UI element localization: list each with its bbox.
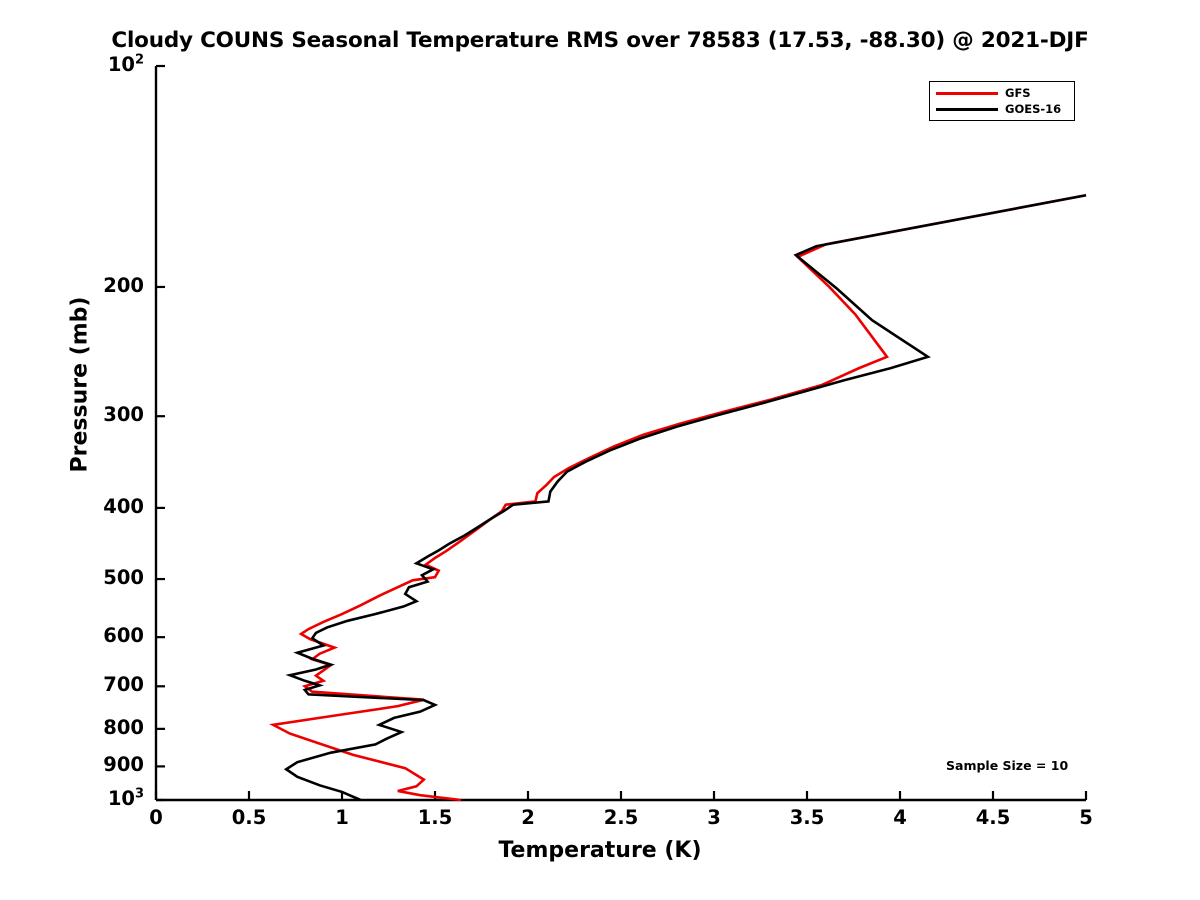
legend-label-goes16: GOES-16 [1005, 102, 1062, 116]
y-tick-label: 102 [107, 52, 144, 76]
x-tick-label: 2 [521, 806, 535, 829]
legend[interactable]: GFS GOES-16 [929, 81, 1075, 121]
x-tick-label: 0 [149, 806, 163, 829]
page-title: Cloudy COUNS Seasonal Temperature RMS ov… [111, 28, 1089, 53]
y-tick-label: 500 [103, 566, 144, 590]
legend-color-swatch-gfs [936, 91, 998, 95]
x-tick-label: 4.5 [975, 806, 1011, 829]
y-tick-label: 103 [107, 786, 144, 810]
data-line-gfs [269, 193, 1087, 802]
y-tick-label: 900 [103, 753, 144, 777]
legend-item-gfs[interactable]: GFS [930, 85, 1074, 101]
x-tick-label: 1 [335, 806, 349, 829]
y-tick-label: 400 [103, 494, 144, 518]
y-axis-ticks [156, 64, 165, 802]
x-tick-label: 2.5 [603, 806, 639, 829]
x-tick-label: 0.5 [231, 806, 267, 829]
y-tick-label: 600 [103, 624, 144, 648]
y-axis-label: Pressure (mb) [67, 296, 93, 473]
data-line-goes-16 [283, 193, 1087, 802]
y-tick-label: 200 [103, 273, 144, 297]
y-tick-exponent: 3 [134, 786, 144, 802]
legend-label-gfs: GFS [1005, 86, 1031, 100]
x-axis-ticks [154, 791, 1088, 800]
legend-item-goes16[interactable]: GOES-16 [930, 101, 1074, 117]
plot-frame [154, 64, 1088, 802]
legend-color-swatch-goes16 [936, 107, 998, 111]
x-tick-label: 4 [893, 806, 907, 829]
y-tick-exponent: 2 [134, 52, 144, 68]
data-series-group [269, 193, 1087, 802]
x-tick-label: 3 [707, 806, 721, 829]
sample-size-annotation: Sample Size = 10 [946, 758, 1069, 773]
x-tick-label: 5 [1079, 806, 1093, 829]
y-tick-label: 700 [103, 673, 144, 697]
y-tick-label: 300 [103, 403, 144, 427]
y-tick-label: 800 [103, 715, 144, 739]
x-tick-label: 1.5 [417, 806, 453, 829]
x-axis-label: Temperature (K) [498, 838, 702, 863]
x-tick-label: 3.5 [789, 806, 825, 829]
